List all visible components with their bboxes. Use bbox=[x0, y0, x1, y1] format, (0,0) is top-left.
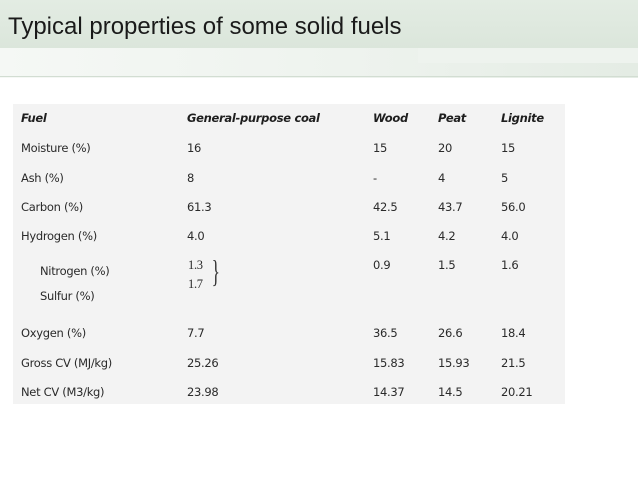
cell-peat: 4.2 bbox=[438, 229, 456, 243]
cell-wood: 0.9 bbox=[373, 258, 391, 272]
cell-lignite: 21.5 bbox=[501, 356, 526, 370]
row-label: Moisture (%) bbox=[21, 141, 91, 155]
row-label: Oxygen (%) bbox=[21, 326, 86, 340]
header-coal: General-purpose coal bbox=[187, 111, 320, 125]
cell-coal: 61.3 bbox=[187, 200, 212, 214]
cell-coal: 8 bbox=[187, 171, 195, 185]
cell-wood: 36.5 bbox=[373, 326, 398, 340]
cell-coal: 4.0 bbox=[187, 229, 205, 243]
row-label: Nitrogen (%) bbox=[40, 264, 110, 278]
cell-wood: - bbox=[373, 171, 377, 185]
header-lignite: Lignite bbox=[501, 111, 544, 125]
cell-wood: 15.83 bbox=[373, 356, 405, 370]
row-label: Sulfur (%) bbox=[40, 289, 95, 303]
row-label: Net CV (M3/kg) bbox=[21, 385, 105, 399]
cell-peat: 15.93 bbox=[438, 356, 470, 370]
cell-peat: 1.5 bbox=[438, 258, 456, 272]
decorative-divider bbox=[0, 76, 638, 77]
decorative-band-step bbox=[418, 48, 638, 63]
cell-lignite: 5 bbox=[501, 171, 509, 185]
cell-coal: 16 bbox=[187, 141, 202, 155]
brace-symbol: } bbox=[211, 253, 220, 289]
cell-lignite: 18.4 bbox=[501, 326, 526, 340]
cell-wood: 15 bbox=[373, 141, 388, 155]
cell-coal: 1.7 bbox=[188, 277, 203, 291]
cell-lignite: 56.0 bbox=[501, 200, 526, 214]
slide-title: Typical properties of some solid fuels bbox=[8, 13, 402, 40]
cell-coal: 25.26 bbox=[187, 356, 219, 370]
cell-coal: 23.98 bbox=[187, 385, 219, 399]
header-wood: Wood bbox=[373, 111, 408, 125]
cell-peat: 43.7 bbox=[438, 200, 463, 214]
cell-wood: 42.5 bbox=[373, 200, 398, 214]
row-label: Gross CV (MJ/kg) bbox=[21, 356, 112, 370]
header-fuel: Fuel bbox=[21, 111, 47, 125]
cell-lignite: 15 bbox=[501, 141, 516, 155]
cell-lignite: 4.0 bbox=[501, 229, 519, 243]
cell-peat: 26.6 bbox=[438, 326, 463, 340]
cell-wood: 14.37 bbox=[373, 385, 405, 399]
row-label: Carbon (%) bbox=[21, 200, 83, 214]
cell-coal: 1.3 bbox=[188, 258, 203, 272]
row-label: Ash (%) bbox=[21, 171, 64, 185]
fuel-properties-table: Fuel General-purpose coal Wood Peat Lign… bbox=[13, 104, 565, 404]
cell-wood: 5.1 bbox=[373, 229, 391, 243]
cell-coal: 7.7 bbox=[187, 326, 205, 340]
cell-peat: 20 bbox=[438, 141, 453, 155]
cell-lignite: 20.21 bbox=[501, 385, 533, 399]
header-peat: Peat bbox=[438, 111, 466, 125]
cell-peat: 4 bbox=[438, 171, 446, 185]
row-label: Hydrogen (%) bbox=[21, 229, 97, 243]
title-bar: Typical properties of some solid fuels bbox=[0, 0, 638, 48]
cell-lignite: 1.6 bbox=[501, 258, 519, 272]
cell-peat: 14.5 bbox=[438, 385, 463, 399]
